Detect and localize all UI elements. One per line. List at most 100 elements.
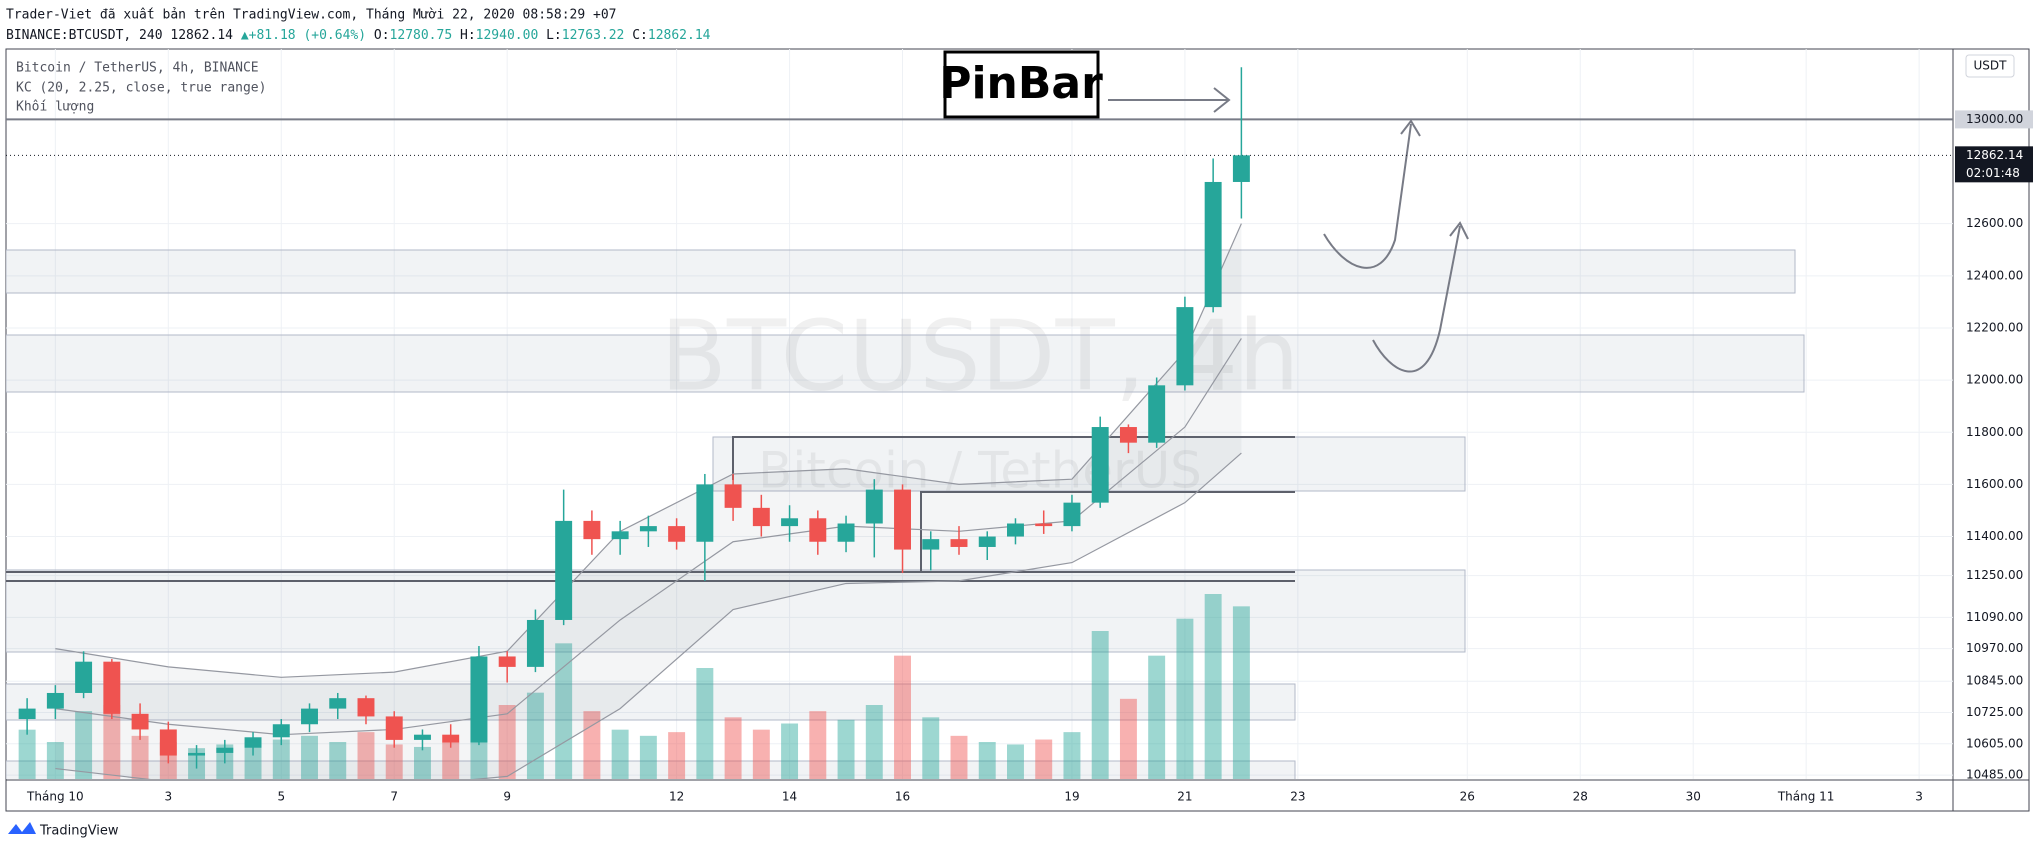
y-tick-label: 12000.00	[1966, 373, 2023, 387]
zone	[6, 760, 1296, 779]
volume-bar	[1148, 655, 1166, 779]
y-tick-label: 11800.00	[1966, 425, 2023, 439]
volume-bar	[894, 655, 911, 779]
last-price-tag	[1955, 146, 2033, 183]
keltner-basis	[55, 338, 1242, 736]
close-label: C:	[632, 28, 648, 43]
x-tick-label: 30	[1686, 790, 1701, 804]
volume-bar	[865, 705, 883, 779]
candle-body	[583, 520, 601, 540]
last-price-label: 12862.14	[1966, 148, 2023, 162]
x-tick-label: Tháng 11	[1777, 790, 1835, 804]
annotation-arrow	[1108, 87, 1231, 113]
grid	[6, 49, 1953, 779]
volume-bar	[1204, 594, 1222, 779]
y-tick-label: 12200.00	[1966, 320, 2023, 334]
x-tick-label: Tháng 10	[26, 790, 84, 804]
candle-body	[668, 526, 686, 542]
curve-arrow	[1323, 123, 1412, 269]
keltner-upper	[55, 223, 1242, 678]
candle-body	[75, 661, 93, 693]
low: 12763.22	[562, 28, 625, 43]
candle-body	[1035, 523, 1053, 527]
symbol: BINANCE:BTCUSDT, 240	[6, 28, 163, 43]
volume-bar	[103, 705, 121, 779]
zone	[6, 683, 1296, 721]
volume-bar	[724, 717, 742, 779]
volume-bar	[244, 742, 262, 779]
keltner-lower	[55, 452, 1242, 779]
volume-bar	[1035, 739, 1053, 779]
y-tick-label: 11090.00	[1966, 610, 2023, 624]
candle-body	[555, 520, 573, 620]
annotation: PinBar	[939, 58, 1103, 109]
volume-bar	[498, 705, 516, 779]
volume-bar	[357, 732, 375, 779]
currency-button[interactable]	[1965, 54, 2015, 78]
y-tick-label: 12600.00	[1966, 216, 2023, 230]
candle-body	[1204, 181, 1222, 308]
candle-body	[103, 661, 121, 714]
x-tick-label: 7	[390, 790, 398, 804]
volume-bar	[922, 717, 940, 779]
plot	[6, 67, 1953, 779]
y-tick-label: 11400.00	[1966, 529, 2023, 543]
y-tick-label: 11250.00	[1966, 568, 2023, 582]
volume-bar	[272, 739, 290, 779]
volume-bar	[75, 711, 93, 779]
price-line-tag	[1955, 110, 2033, 129]
volume-bar	[696, 668, 714, 779]
volume-bar	[639, 735, 657, 779]
zone	[712, 436, 1466, 492]
volume-bar	[385, 744, 403, 779]
x-tick-label: 5	[277, 790, 285, 804]
y-tick-label: 10485.00	[1966, 768, 2023, 782]
volume-bar	[1091, 631, 1109, 779]
y-tick-label: 12400.00	[1966, 268, 2023, 282]
volume-bar	[1007, 744, 1024, 779]
volume-bar	[442, 742, 460, 779]
frame	[5, 48, 2030, 812]
candle-body	[498, 656, 516, 667]
y-tick-label: 10725.00	[1966, 705, 2023, 719]
candle-body	[1232, 155, 1250, 182]
candle-body	[950, 539, 968, 547]
volume-bar	[1063, 732, 1081, 779]
candle-body	[1063, 502, 1081, 527]
candle-body	[1007, 523, 1024, 537]
candle-body	[216, 747, 234, 753]
legend-indicator: KC (20, 2.25, close, true range)	[16, 81, 266, 96]
candle-body	[611, 531, 629, 540]
volume-bar	[781, 723, 799, 779]
x-tick-label: 3	[1915, 790, 1923, 804]
volume-bar	[301, 735, 318, 779]
y-tick-label: 10605.00	[1966, 736, 2023, 750]
volume-bar	[1232, 606, 1250, 779]
legend-volume: Khối lượng	[16, 100, 94, 115]
currency[interactable]: USDT	[1974, 59, 2008, 73]
candle-body	[413, 734, 431, 740]
volume-bar	[978, 742, 996, 779]
candle-body	[329, 698, 347, 709]
curve-arrow	[1372, 225, 1461, 373]
candle-body	[1091, 427, 1109, 503]
volume-bar	[329, 742, 347, 779]
symbol-line: BINANCE:BTCUSDT, 240 12862.14 ▲+81.18 (+…	[6, 28, 711, 43]
volume-bar	[950, 735, 968, 779]
close: 12862.14	[648, 28, 711, 43]
high-label: H:	[460, 28, 476, 43]
candle-body	[46, 692, 64, 709]
candle-body	[272, 724, 290, 738]
volume-bar	[131, 735, 149, 779]
candle-body	[696, 484, 714, 542]
publisher-line: Trader-Viet đã xuất bản trên TradingView…	[6, 8, 616, 23]
candle-body	[1176, 307, 1194, 386]
candle-body	[301, 708, 318, 725]
y-tick-label: 10970.00	[1966, 641, 2023, 655]
price-line-label: 13000.00	[1966, 112, 2023, 126]
last: 12862.14	[170, 28, 233, 43]
candle-body	[526, 619, 544, 667]
low-label: L:	[546, 28, 562, 43]
y-tick-label: 10845.00	[1966, 674, 2023, 688]
